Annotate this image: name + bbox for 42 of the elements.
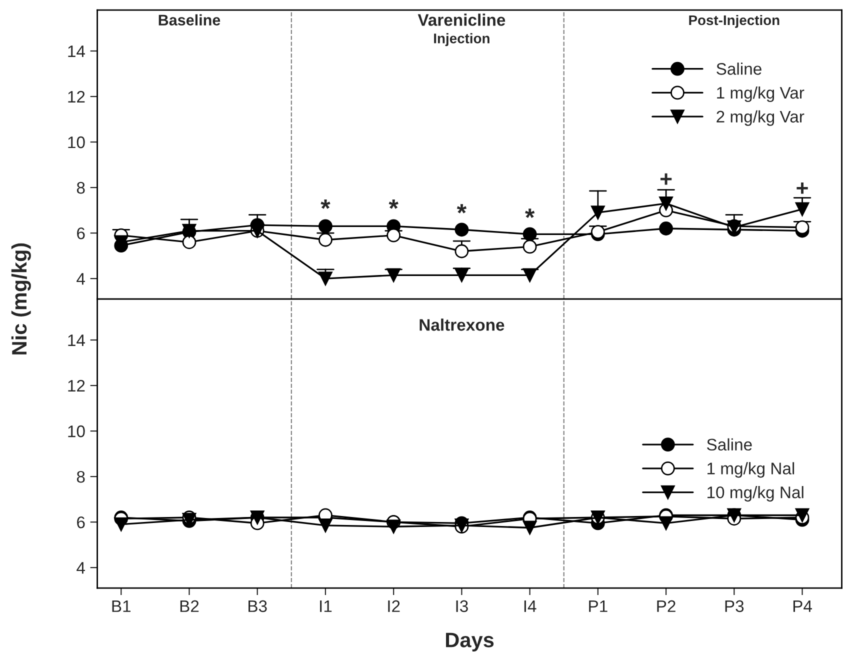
y-tick-label: 4 <box>76 273 85 285</box>
annotation: * <box>320 200 330 209</box>
legend-label: 1 mg/kg Nal <box>708 462 794 478</box>
annotation: * <box>525 208 535 218</box>
x-tick-label: I2 <box>388 600 400 612</box>
legend-label: 2 mg/kg Var <box>716 110 804 126</box>
y-tick-label: 10 <box>68 425 85 438</box>
y-tick-label: 8 <box>76 182 85 194</box>
annotation: * <box>456 204 467 214</box>
x-tick-label: I1 <box>320 600 332 612</box>
x-tick-label: I3 <box>456 600 468 612</box>
y-tick-label: 12 <box>68 90 85 103</box>
legend-label: Saline <box>716 62 762 75</box>
annotation: Naltrexone <box>420 318 504 331</box>
annotation: Post-Injection <box>689 14 780 28</box>
legend-label: Saline <box>707 438 752 451</box>
x-tick-label: P1 <box>589 600 608 612</box>
y-tick-label: 12 <box>68 380 85 392</box>
y-tick-label: 4 <box>76 562 85 574</box>
y-tick-label: 8 <box>76 470 85 483</box>
x-tick-label: B3 <box>248 600 267 612</box>
x-tick-label: P4 <box>793 600 812 612</box>
y-tick-label: 6 <box>77 227 85 240</box>
annotation: * <box>388 200 398 209</box>
x-axis-title: Days <box>446 632 494 652</box>
annotation: Baseline <box>158 14 220 26</box>
y-tick-label: 10 <box>68 136 85 148</box>
x-tick-label: P2 <box>657 600 676 612</box>
x-tick-label: P3 <box>725 600 744 612</box>
annotation: + <box>660 173 672 185</box>
legend-label: 1 mg/kg Var <box>717 86 804 102</box>
annotation: + <box>796 182 808 194</box>
annotation: Varenicline <box>418 14 506 26</box>
x-tick-label: B1 <box>112 600 131 612</box>
x-tick-label: B2 <box>180 600 199 612</box>
y-tick-label: 14 <box>68 46 85 58</box>
y-tick-label: 6 <box>77 516 85 528</box>
y-tick-label: 14 <box>68 334 85 346</box>
legend-label: 10 mg/kg Nal <box>708 486 804 502</box>
annotation: Injection <box>434 33 490 46</box>
x-tick-label: I4 <box>524 600 536 612</box>
y-axis-title: Nic (mg/kg) <box>11 243 31 354</box>
